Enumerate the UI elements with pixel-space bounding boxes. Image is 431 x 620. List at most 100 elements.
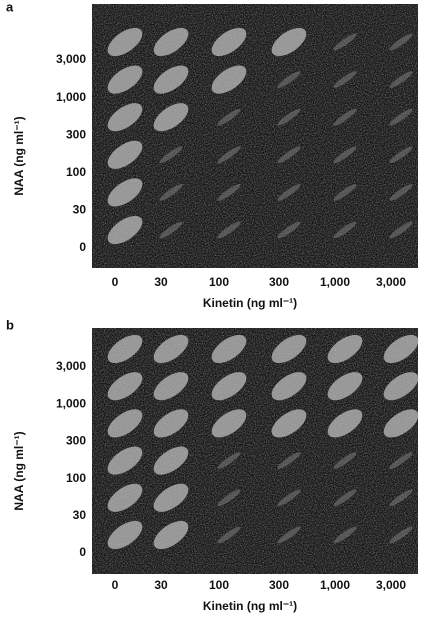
explant (271, 372, 307, 401)
explant (107, 409, 143, 438)
x-axis-title: Kinetin (ng ml⁻¹) (203, 599, 297, 613)
explant (217, 146, 241, 164)
x-tick-label: 1,000 (320, 275, 350, 289)
explant (107, 27, 143, 57)
explant (107, 446, 143, 475)
explant (389, 146, 413, 164)
x-tick-label: 100 (209, 578, 229, 592)
explant (107, 520, 143, 550)
y-tick-label: 100 (66, 165, 86, 179)
explant (333, 108, 357, 126)
explant (153, 520, 189, 550)
explant (107, 178, 143, 207)
explant (333, 452, 357, 469)
explant (389, 33, 413, 51)
explant (277, 184, 301, 201)
explant (217, 452, 241, 469)
explant (271, 409, 307, 438)
y-tick-label: 100 (66, 471, 86, 485)
y-tick-label: 1,000 (56, 90, 86, 104)
y-tick-label: 0 (79, 240, 86, 254)
explant (153, 483, 189, 512)
explant (277, 489, 301, 507)
y-tick-label: 30 (73, 508, 87, 522)
explant (153, 103, 189, 132)
y-tick-label: 3,000 (56, 52, 86, 66)
explant (159, 184, 183, 201)
explant (107, 215, 143, 245)
explant (211, 27, 247, 57)
explant (389, 108, 413, 126)
explant (107, 372, 143, 401)
x-tick-label: 100 (209, 275, 229, 289)
panel-label: b (6, 317, 14, 332)
explant (217, 184, 241, 201)
explant (217, 489, 241, 507)
explant (389, 184, 413, 201)
explant (327, 409, 363, 438)
y-tick-label: 300 (66, 434, 86, 448)
explant (153, 334, 189, 364)
explant (211, 409, 247, 438)
explant (271, 334, 307, 364)
explant (153, 409, 189, 438)
explant (277, 108, 301, 126)
explant (383, 334, 419, 364)
x-tick-label: 0 (112, 578, 119, 592)
explant (153, 27, 189, 57)
explant (327, 334, 363, 364)
x-tick-label: 300 (269, 578, 289, 592)
explant (153, 65, 189, 94)
explant (333, 489, 357, 507)
explant (217, 108, 241, 126)
explant (107, 103, 143, 132)
x-axis-title: Kinetin (ng ml⁻¹) (203, 296, 297, 310)
explant (383, 372, 419, 401)
explant (159, 221, 183, 239)
explant (159, 146, 183, 164)
x-tick-label: 3,000 (376, 578, 406, 592)
explant (327, 372, 363, 401)
explant (333, 33, 357, 51)
explant (389, 221, 413, 239)
explant (277, 221, 301, 239)
panel-label: a (6, 0, 14, 14)
y-tick-label: 30 (73, 203, 87, 217)
x-tick-label: 30 (154, 578, 168, 592)
explant (107, 334, 143, 364)
explant (217, 221, 241, 239)
explant (153, 446, 189, 475)
x-tick-label: 1,000 (320, 578, 350, 592)
explant (333, 221, 357, 239)
explant (383, 409, 419, 438)
photo-grain (92, 4, 418, 268)
explant (333, 184, 357, 201)
explant (333, 146, 357, 164)
explant (277, 452, 301, 469)
explant (107, 483, 143, 512)
explant (333, 71, 357, 88)
y-axis-title: NAA (ng ml⁻¹) (12, 116, 26, 195)
explant (389, 489, 413, 507)
x-tick-label: 0 (112, 275, 119, 289)
explant (271, 27, 307, 57)
explant (389, 452, 413, 469)
y-tick-label: 1,000 (56, 396, 86, 410)
explant (389, 526, 413, 544)
photo-grain (92, 328, 418, 574)
explant (211, 334, 247, 364)
explant (211, 372, 247, 401)
y-tick-label: 0 (79, 545, 86, 559)
y-tick-label: 3,000 (56, 359, 86, 373)
explant (217, 526, 241, 544)
explant (389, 71, 413, 88)
explant (333, 526, 357, 544)
explant (153, 372, 189, 401)
explant (211, 65, 247, 94)
explant (277, 526, 301, 544)
x-tick-label: 3,000 (376, 275, 406, 289)
x-tick-label: 300 (269, 275, 289, 289)
